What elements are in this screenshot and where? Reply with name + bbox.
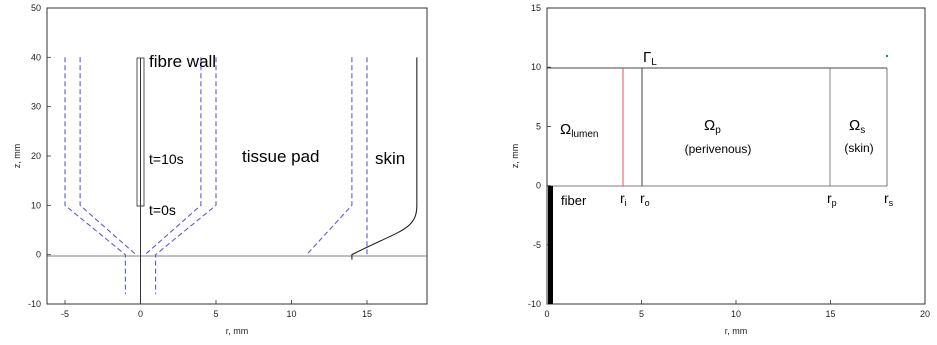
left-x-tick-label: 5 [213,309,218,319]
dashed-contour [306,57,353,256]
fiber-bar [548,186,553,304]
annotation-t-late: t=10s [149,151,184,167]
annotation-fibre-wall: fibre wall [149,52,216,71]
dashed-contour [79,57,137,256]
annotation-skin: skin [375,149,405,168]
label-r-o: ro [640,190,650,208]
label-skin: (skin) [844,141,873,155]
right-y-tick-label: 15 [531,3,541,13]
right-y-tick-label: -10 [528,299,541,309]
annotation-t-early: t=0s [149,202,176,218]
right-panel: 0 5 10 15 20 -10 -5 0 5 10 15 ΓL Ωlumen Ωp (perive… [510,3,930,336]
left-plot-frame [46,7,428,305]
left-x-tick-label: 0 [138,309,143,319]
right-y-tick-label: -5 [533,240,541,250]
left-x-tick-label: 10 [286,309,296,319]
left-x-axis-label: r, mm [226,326,249,336]
label-gamma-l: ΓL [643,49,657,68]
dashed-contour [155,57,217,295]
label-r-i: ri [620,190,627,208]
left-x-tick-label: -5 [61,309,69,319]
right-x-axis-label: r, mm [725,326,748,336]
annotation-tissue-pad: tissue pad [242,147,320,166]
dashed-contour [144,57,202,256]
fibre-wall-rod [136,57,145,304]
right-x-tick-label: 15 [825,309,835,319]
right-y-tick-label: 5 [536,121,541,131]
right-plot-frame [546,7,926,305]
left-y-tick-label: 20 [31,151,41,161]
label-omega-s: Ωs [849,117,865,136]
corner-dot [886,55,888,57]
dashed-contours [64,57,368,295]
right-x-tick-label: 20 [920,309,930,319]
left-y-tick-label: -10 [28,299,41,309]
left-y-tick-label: 40 [31,52,41,62]
right-x-tick-label: 10 [731,309,741,319]
label-perivenous: (perivenous) [685,142,752,156]
right-y-tick-label: 0 [536,181,541,191]
left-y-axis-label: z, mm [12,144,22,169]
left-y-tick-label: 0 [36,250,41,260]
label-omega-lumen: Ωlumen [560,121,598,140]
label-r-s: rs [884,190,894,208]
label-fiber: fiber [561,193,587,208]
right-y-tick-label: 10 [531,62,541,72]
right-y-axis-label: z, mm [510,144,520,169]
left-y-tick-label: 50 [31,3,41,13]
dashed-contour [64,57,126,295]
left-axis-ticks: -5 0 5 10 15 -10 0 10 20 30 40 50 [28,3,372,319]
label-omega-p: Ωp [704,117,721,136]
right-axis-ticks: 0 5 10 15 20 -10 -5 0 5 10 15 [528,3,930,319]
left-y-tick-label: 30 [31,102,41,112]
right-x-tick-label: 0 [544,309,549,319]
skin-line [351,57,418,260]
label-r-p: rp [827,190,837,208]
left-y-tick-label: 10 [31,200,41,210]
left-x-tick-label: 15 [362,309,372,319]
right-x-tick-label: 5 [639,309,644,319]
